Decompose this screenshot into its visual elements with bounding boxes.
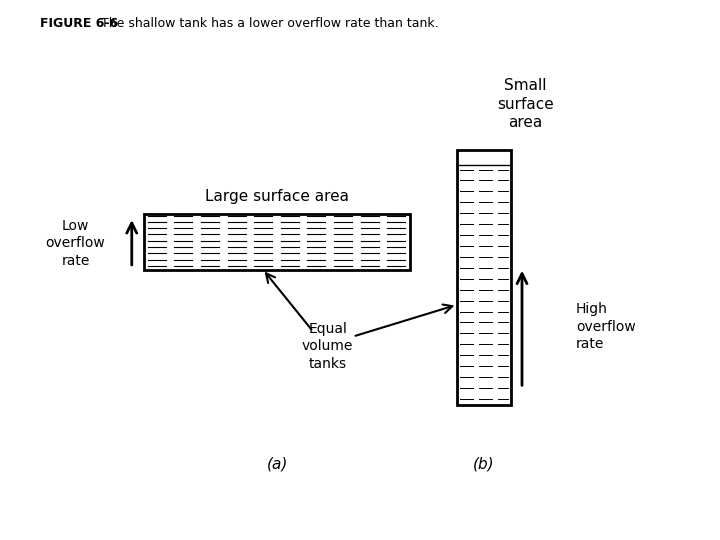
Text: Basic Environmental Technology, Sixth Edition: Basic Environmental Technology, Sixth Ed… (187, 501, 381, 510)
Text: FIGURE 6-6: FIGURE 6-6 (40, 17, 118, 30)
Text: All Rights Reserved: All Rights Reserved (432, 524, 514, 532)
Text: Low
overflow
rate: Low overflow rate (46, 219, 105, 267)
Text: High
overflow
rate: High overflow rate (576, 302, 636, 351)
Text: Copyright © 2015 by Pearson Education, Inc: Copyright © 2015 by Pearson Education, I… (432, 501, 619, 510)
Text: ALWAYS LEARNING: ALWAYS LEARNING (4, 511, 144, 525)
Text: The shallow tank has a lower overflow rate than tank.: The shallow tank has a lower overflow ra… (89, 17, 438, 30)
Bar (144, 214, 410, 270)
Bar (457, 150, 511, 406)
Text: PEARSON: PEARSON (608, 509, 709, 527)
Text: Equal
volume
tanks: Equal volume tanks (302, 322, 354, 371)
Text: (a): (a) (266, 457, 288, 472)
Text: Large surface area: Large surface area (205, 189, 349, 204)
Text: Jerry A. Nathanson | Richard A. Schneider: Jerry A. Nathanson | Richard A. Schneide… (187, 524, 361, 532)
Text: Small
surface
area: Small surface area (498, 78, 554, 130)
Text: (b): (b) (473, 457, 495, 472)
